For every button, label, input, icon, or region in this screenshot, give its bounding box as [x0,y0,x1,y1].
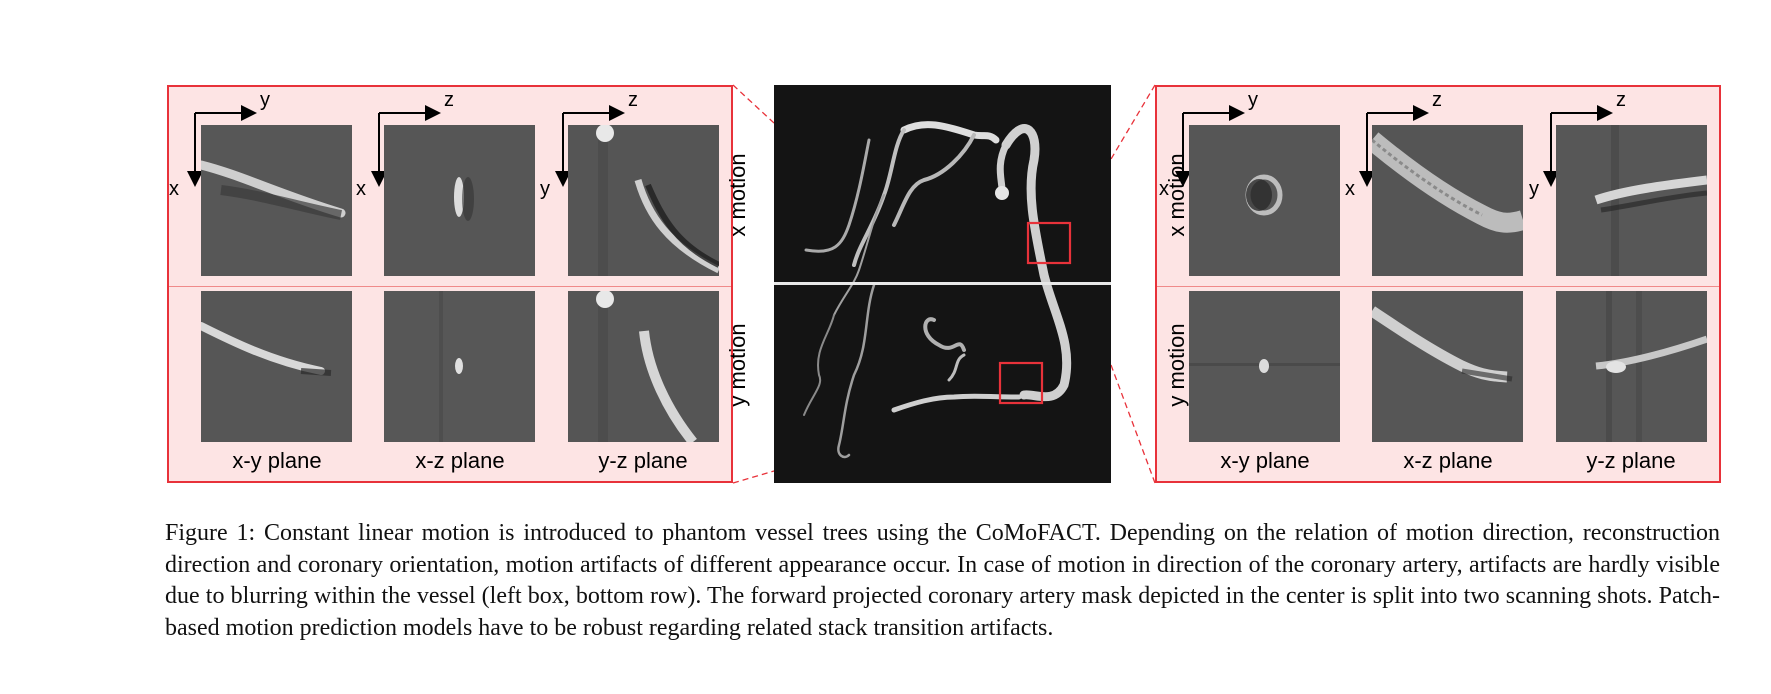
xy-plane-x-motion-image [1189,125,1340,276]
figure-caption: Figure 1: Constant linear motion is intr… [165,518,1720,644]
axis-arrows [1175,105,1245,187]
yz-plane-y-motion-image [1556,291,1707,442]
xy-plane-y-motion-image [201,291,352,442]
yz-plane-y-motion-image [568,291,719,442]
axis-arrows [1543,105,1613,187]
axis-label-horizontal: y [1248,89,1258,111]
axis-label-vertical: x [1345,178,1355,200]
xy-plane-y-motion-image [1189,291,1340,442]
caption-label: Figure 1: [165,520,256,546]
axis-arrows [1359,105,1429,187]
center-vessel-projection-image [774,85,1111,483]
axis-arrows [187,105,257,187]
axis-label-vertical: y [1529,178,1539,200]
axis-arrows [555,105,625,187]
xz-plane-y-motion-image [1372,291,1523,442]
axis-label-vertical: x [356,178,366,200]
plane-label-yz: y-z plane [1586,448,1676,473]
axis-label-horizontal: z [628,89,638,111]
yz-plane-x-motion-image [568,125,719,276]
row-label-x-motion: x motion [725,153,750,237]
row-label-y-motion: y motion [725,323,750,407]
axis-label-horizontal: z [1432,89,1442,111]
left-detail-panel: y x z x z y [167,85,750,483]
xz-plane-x-motion-image [1372,125,1523,276]
plane-label-xy: x-y plane [232,448,322,473]
row-label-x-motion: x motion [1164,153,1189,237]
plane-label-yz: y-z plane [598,448,688,473]
axis-label-horizontal: z [1616,89,1626,111]
axis-label-vertical: x [1159,178,1169,200]
axis-label-horizontal: z [444,89,454,111]
axis-arrows [371,105,441,187]
row-divider [1157,286,1719,287]
plane-label-xy: x-y plane [1220,448,1310,473]
row-label-y-motion: y motion [1164,323,1189,407]
plane-label-xz: x-z plane [1403,448,1493,473]
axis-label-horizontal: y [260,89,270,111]
axis-label-vertical: x [169,178,179,200]
plane-label-xz: x-z plane [415,448,505,473]
caption-text: Constant linear motion is introduced to … [165,520,1721,641]
xz-plane-x-motion-image [384,125,535,276]
yz-plane-x-motion-image [1556,125,1707,276]
xy-plane-x-motion-image [201,125,352,276]
xz-plane-y-motion-image [384,291,535,442]
right-detail-panel: y x z x z y x motion y motion [1155,85,1721,483]
axis-label-vertical: y [540,178,550,200]
row-divider [169,286,731,287]
